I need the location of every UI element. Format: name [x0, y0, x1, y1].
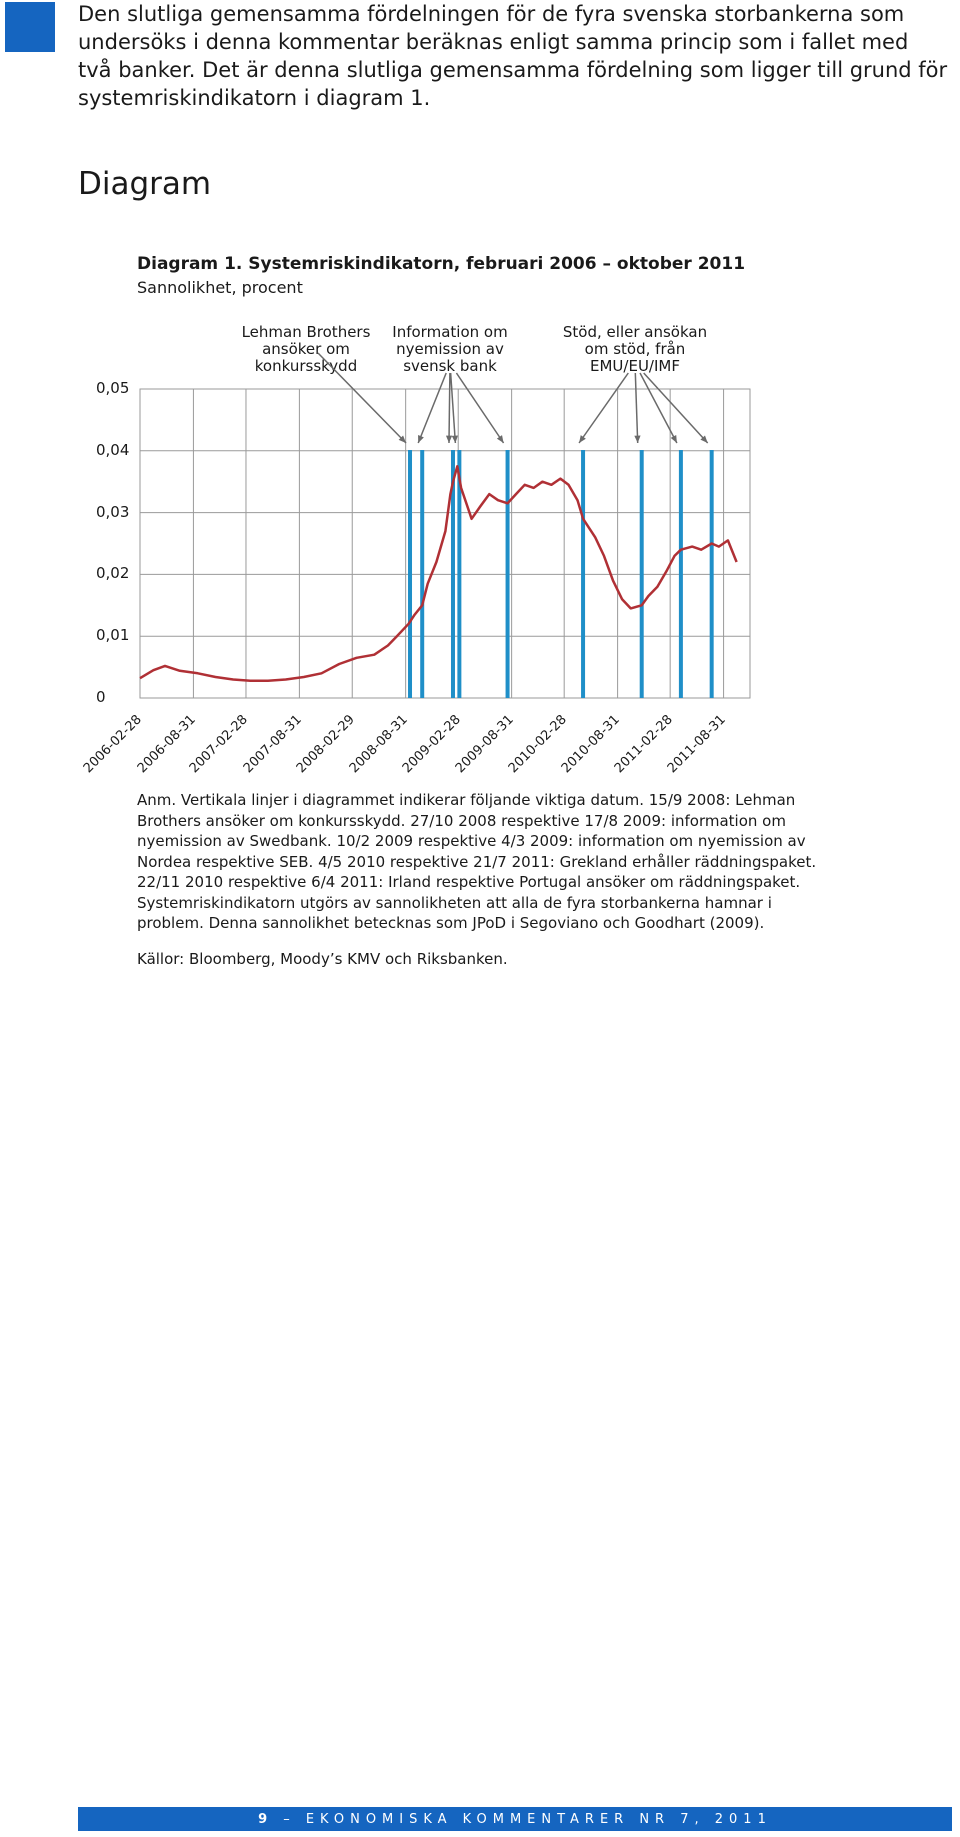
annotation-arrow-head: [634, 435, 641, 443]
annotation-arrow-line: [455, 372, 505, 444]
annotation-arrow-line: [578, 372, 629, 444]
systemic-risk-line: [139, 465, 738, 682]
chart-title: Diagram 1. Systemriskindikatorn, februar…: [137, 254, 746, 274]
y-tick-label: 0,05: [96, 379, 130, 397]
annotation-arrow-line: [639, 372, 678, 444]
chart-sources: Källor: Bloomberg, Moody’s KMV och Riksb…: [137, 950, 508, 968]
corner-square: [5, 2, 55, 52]
chart-subtitle: Sannolikhet, procent: [137, 278, 303, 297]
annotation-arrow-line: [449, 372, 457, 444]
intro-paragraph: Den slutliga gemensamma fördelningen för…: [78, 2, 948, 110]
annotation-arrow-head: [579, 435, 586, 443]
plot-frame: [139, 388, 751, 699]
y-tick-label: 0,04: [96, 440, 130, 459]
annotation-label: Information om nyemission av svensk bank: [392, 323, 508, 375]
publication-title: – EKONOMISKA KOMMENTARER NR 7, 2011: [283, 1811, 772, 1827]
annotation-arrow-head: [670, 435, 677, 443]
annotation-arrow-line: [417, 372, 447, 444]
annotation-arrow-head: [445, 435, 453, 443]
annotation-arrow-head: [418, 435, 424, 443]
annotation-label: Stöd, eller ansökan om stöd, från EMU/EU…: [562, 323, 708, 375]
annotation-arrow-line: [643, 372, 709, 444]
y-tick-label: 0,03: [96, 502, 130, 521]
annotation-arrow-line: [317, 352, 407, 444]
annotation-arrow-head: [398, 435, 407, 443]
annotation-arrow-head: [700, 435, 708, 443]
chart-note: Anm. Vertikala linjer i diagrammet indik…: [137, 791, 817, 932]
systemic-risk-chart: [139, 352, 751, 699]
annotation-arrow-head: [496, 435, 504, 443]
y-tick-label: 0,01: [96, 626, 130, 645]
footer-bar: 9 – EKONOMISKA KOMMENTARER NR 7, 2011: [78, 1807, 952, 1831]
section-heading: Diagram: [78, 166, 212, 202]
annotation-arrow-head: [451, 435, 458, 443]
page-number: 9: [258, 1811, 274, 1827]
annotation-arrow-line: [634, 372, 639, 444]
annotation-arrow-line: [448, 372, 451, 444]
y-tick-label: 0,02: [96, 564, 130, 583]
annotation-label: Lehman Brothers ansöker om konkursskydd: [241, 323, 371, 375]
y-tick-label: 0: [96, 688, 106, 706]
